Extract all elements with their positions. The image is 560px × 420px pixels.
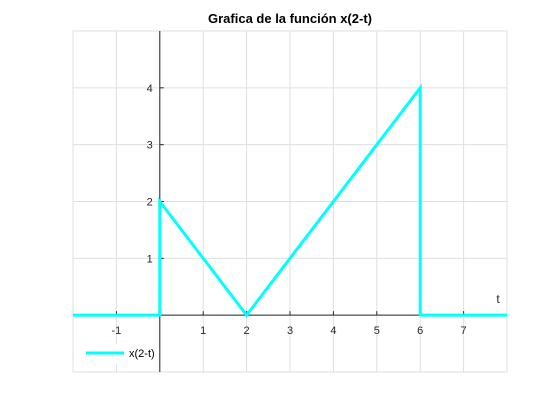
legend-entry-label: x(2-t): [129, 348, 155, 360]
x-tick-label: 1: [200, 325, 206, 337]
y-tick-label: 3: [147, 140, 153, 152]
x-tick-label: 3: [287, 325, 293, 337]
y-tick-label: 2: [147, 197, 153, 209]
x-tick-label: 5: [374, 325, 380, 337]
x-axis-label: t: [496, 292, 500, 306]
y-tick-label: 4: [147, 83, 153, 95]
series-group: [73, 83, 507, 318]
x-tick-label: 4: [330, 325, 336, 337]
chart-title: Grafica de la función x(2-t): [208, 11, 372, 26]
x-tick-label: -1: [112, 325, 122, 337]
legend: x(2-t): [78, 344, 158, 364]
x-tick-label: 2: [244, 325, 250, 337]
x-tick-label: 7: [461, 325, 467, 337]
y-tick-label: 1: [147, 253, 153, 265]
series-line-0: [73, 83, 507, 318]
x-tick-label: 6: [417, 325, 423, 337]
ticks: -1 1 2 3 4 5 6 7 1 2 3 4: [112, 83, 467, 337]
